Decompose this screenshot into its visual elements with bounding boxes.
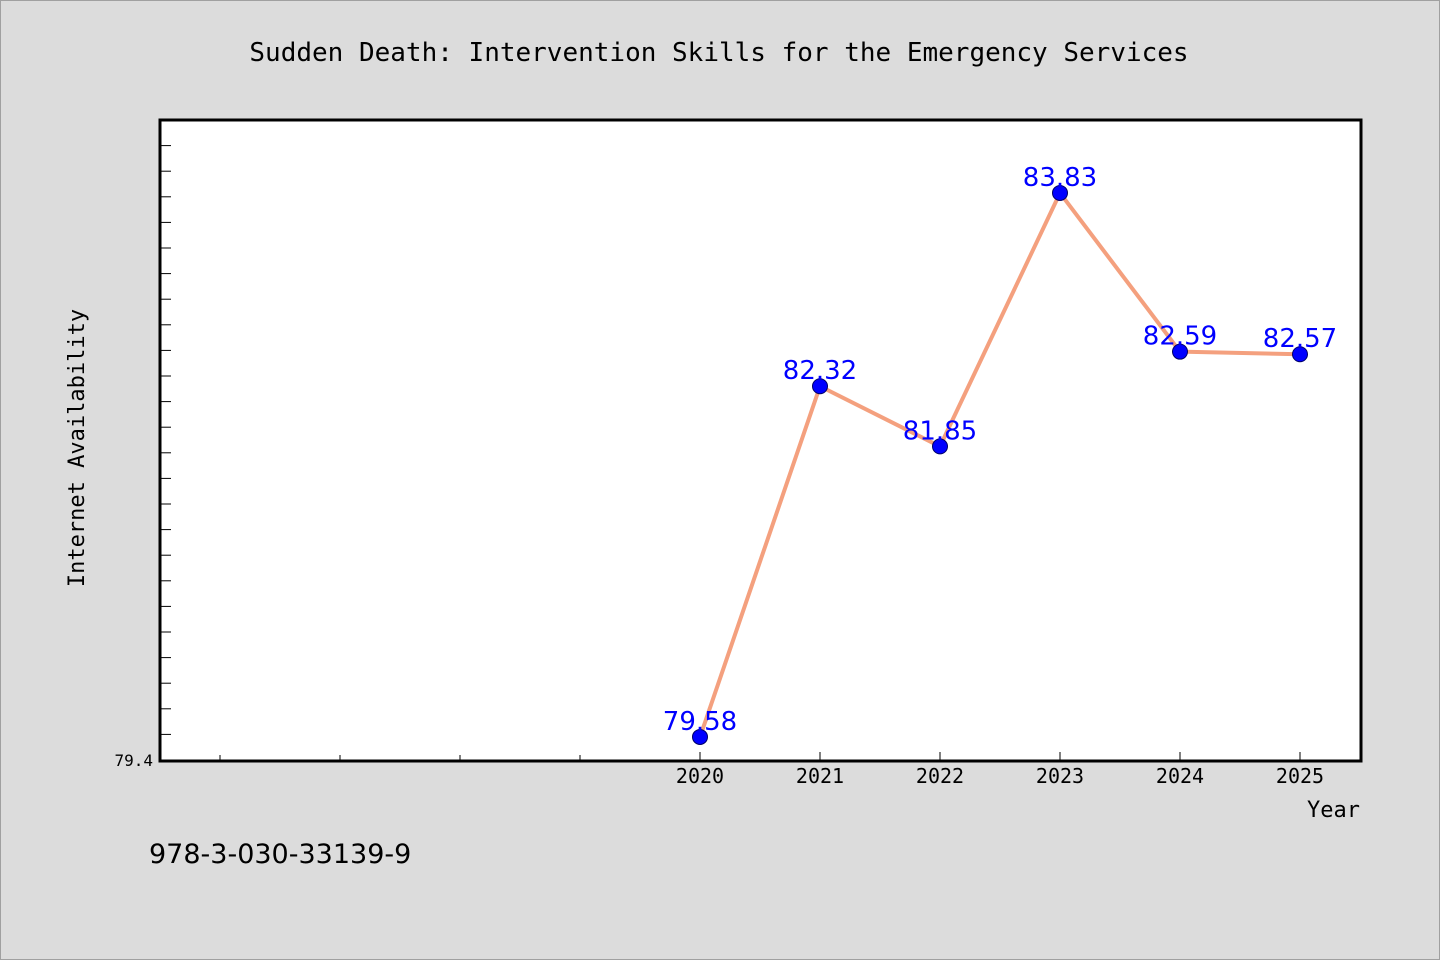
x-tick-label: 2021 (796, 764, 844, 788)
data-label: 79.58 (663, 707, 737, 737)
data-labels: 79.58 82.32 81.85 83.83 82.59 82.57 (663, 163, 1337, 737)
x-axis-label: Year (1307, 798, 1360, 823)
y-tick-label: 79.4 (114, 751, 153, 770)
y-axis-label: Internet Availability (65, 309, 90, 587)
data-point (1292, 346, 1308, 363)
x-tick-label: 2025 (1276, 764, 1324, 788)
data-label: 81.85 (903, 416, 977, 446)
series-line (698, 190, 1301, 738)
data-label: 82.32 (783, 356, 857, 386)
data-point (812, 378, 828, 395)
data-label: 83.83 (1023, 163, 1097, 193)
x-tick-label: 2023 (1036, 764, 1084, 788)
data-point (1052, 184, 1068, 201)
plot-area (158, 118, 1363, 763)
x-axis-ticks: 2020 2021 2022 2023 2024 2025 (676, 752, 1324, 788)
data-point (692, 728, 708, 745)
data-point (932, 438, 948, 455)
x-minor-ticks (219, 755, 581, 760)
x-tick-label: 2024 (1156, 764, 1204, 788)
x-tick-label: 2022 (916, 764, 964, 788)
data-markers (692, 184, 1308, 745)
data-label: 82.59 (1143, 322, 1217, 352)
isbn-text: 978-3-030-33139-9 (149, 839, 411, 870)
x-tick-label: 2020 (676, 764, 724, 788)
data-label: 82.57 (1263, 324, 1337, 354)
y-minor-ticks (160, 145, 171, 735)
chart-title: Sudden Death: Intervention Skills for th… (249, 38, 1188, 68)
data-point (1172, 343, 1188, 360)
